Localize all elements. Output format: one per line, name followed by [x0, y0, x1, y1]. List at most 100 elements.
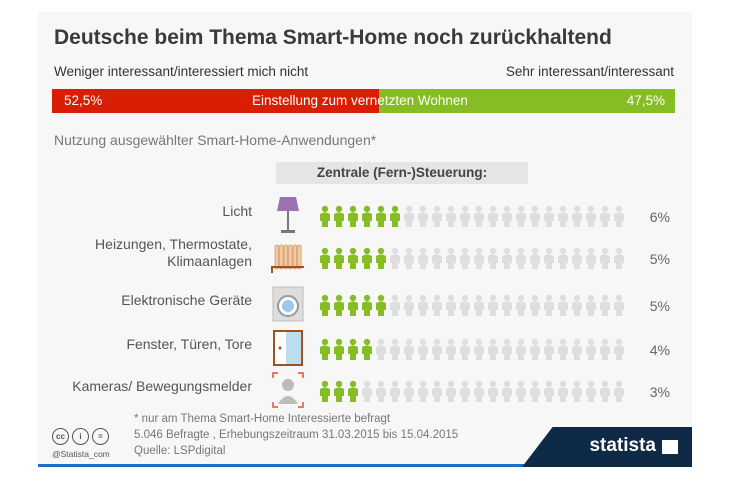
person-icon [402, 247, 416, 274]
person-icon [528, 380, 542, 407]
bar-left-value: 52,5% [64, 93, 103, 108]
person-icon-filled [332, 380, 346, 407]
person-icon [402, 338, 416, 365]
row-label: Fenster, Türen, Tore [126, 336, 252, 352]
person-icon-filled [318, 294, 332, 321]
person-icon [444, 205, 458, 232]
person-icon [570, 247, 584, 274]
label-left: Weniger interessant/interessiert mich ni… [54, 64, 309, 79]
bar-segment-negative [52, 89, 380, 113]
person-icon [472, 380, 486, 407]
person-icon [388, 380, 402, 407]
person-icon [570, 205, 584, 232]
person-icon [612, 247, 626, 274]
person-icon-filled [318, 247, 332, 274]
people-bar [318, 380, 626, 407]
person-icon [584, 294, 598, 321]
person-icon-filled [332, 294, 346, 321]
person-icon [388, 338, 402, 365]
row-value: 6% [649, 209, 670, 225]
person-icon [598, 205, 612, 232]
person-icon [416, 338, 430, 365]
person-icon [486, 205, 500, 232]
license-icons: cc i = [52, 428, 109, 445]
chart-title: Deutsche beim Thema Smart-Home noch zurü… [54, 26, 612, 49]
person-icon-filled [318, 205, 332, 232]
person-icon [514, 294, 528, 321]
statista-logo-icon [662, 440, 678, 454]
person-icon-filled [346, 294, 360, 321]
survey-info: 5.046 Befragte , Erhebungszeitraum 31.03… [134, 429, 459, 441]
person-icon [374, 380, 388, 407]
person-icon [528, 205, 542, 232]
bar-segment-positive [379, 89, 675, 113]
chart-row: Kameras/ Bewegungsmelder 3% [38, 370, 692, 410]
person-icon [528, 294, 542, 321]
person-icon [612, 294, 626, 321]
person-icon [542, 247, 556, 274]
people-bar [318, 338, 626, 365]
person-icon [430, 338, 444, 365]
person-icon [458, 294, 472, 321]
row-label: Heizungen, Thermostate, Klimaanlagen [95, 236, 252, 269]
divider [38, 464, 692, 467]
person-icon [416, 380, 430, 407]
person-icon [556, 205, 570, 232]
person-icon [528, 247, 542, 274]
statista-logo[interactable]: statista [522, 427, 692, 467]
person-icon [584, 380, 598, 407]
people-bar [318, 205, 626, 232]
person-icon [416, 247, 430, 274]
chart-row: Licht 6% [38, 195, 692, 235]
person-icon [570, 380, 584, 407]
person-icon [430, 205, 444, 232]
person-icon [556, 247, 570, 274]
person-icon [458, 247, 472, 274]
person-icon-filled [346, 380, 360, 407]
person-icon [584, 338, 598, 365]
person-icon [486, 338, 500, 365]
person-icon [486, 380, 500, 407]
person-icon-filled [332, 247, 346, 274]
person-icon [430, 247, 444, 274]
person-icon [556, 294, 570, 321]
person-icon [402, 380, 416, 407]
person-icon [458, 380, 472, 407]
person-icon [514, 380, 528, 407]
footnotes: * nur am Thema Smart-Home Interessierte … [134, 411, 458, 459]
person-icon [444, 380, 458, 407]
row-label: Elektronische Geräte [121, 292, 252, 308]
row-value: 3% [649, 384, 670, 400]
chart-row: Elektronische Geräte 5% [38, 284, 692, 324]
attribution-icon: i [72, 428, 89, 445]
person-icon [472, 205, 486, 232]
person-icon-filled [360, 205, 374, 232]
person-icon [542, 205, 556, 232]
person-icon [528, 338, 542, 365]
person-icon [598, 380, 612, 407]
person-icon [458, 338, 472, 365]
person-icon [472, 294, 486, 321]
person-icon-filled [346, 205, 360, 232]
people-bar [318, 294, 626, 321]
person-icon [598, 338, 612, 365]
person-icon [542, 380, 556, 407]
row-value: 5% [649, 251, 670, 267]
section-header: Zentrale (Fern-)Steuerung: [276, 162, 528, 184]
row-label: Kameras/ Bewegungsmelder [72, 378, 252, 394]
person-icon [556, 380, 570, 407]
person-icon [598, 247, 612, 274]
person-icon-filled [374, 247, 388, 274]
lamp-icon [270, 195, 306, 235]
person-icon [444, 338, 458, 365]
person-icon [542, 338, 556, 365]
person-icon [584, 205, 598, 232]
person-icon-filled [346, 247, 360, 274]
person-icon [416, 294, 430, 321]
person-icon [472, 247, 486, 274]
person-icon [612, 338, 626, 365]
twitter-handle: @Statista_com [52, 449, 110, 459]
person-icon [584, 247, 598, 274]
person-icon [486, 294, 500, 321]
person-icon [430, 380, 444, 407]
